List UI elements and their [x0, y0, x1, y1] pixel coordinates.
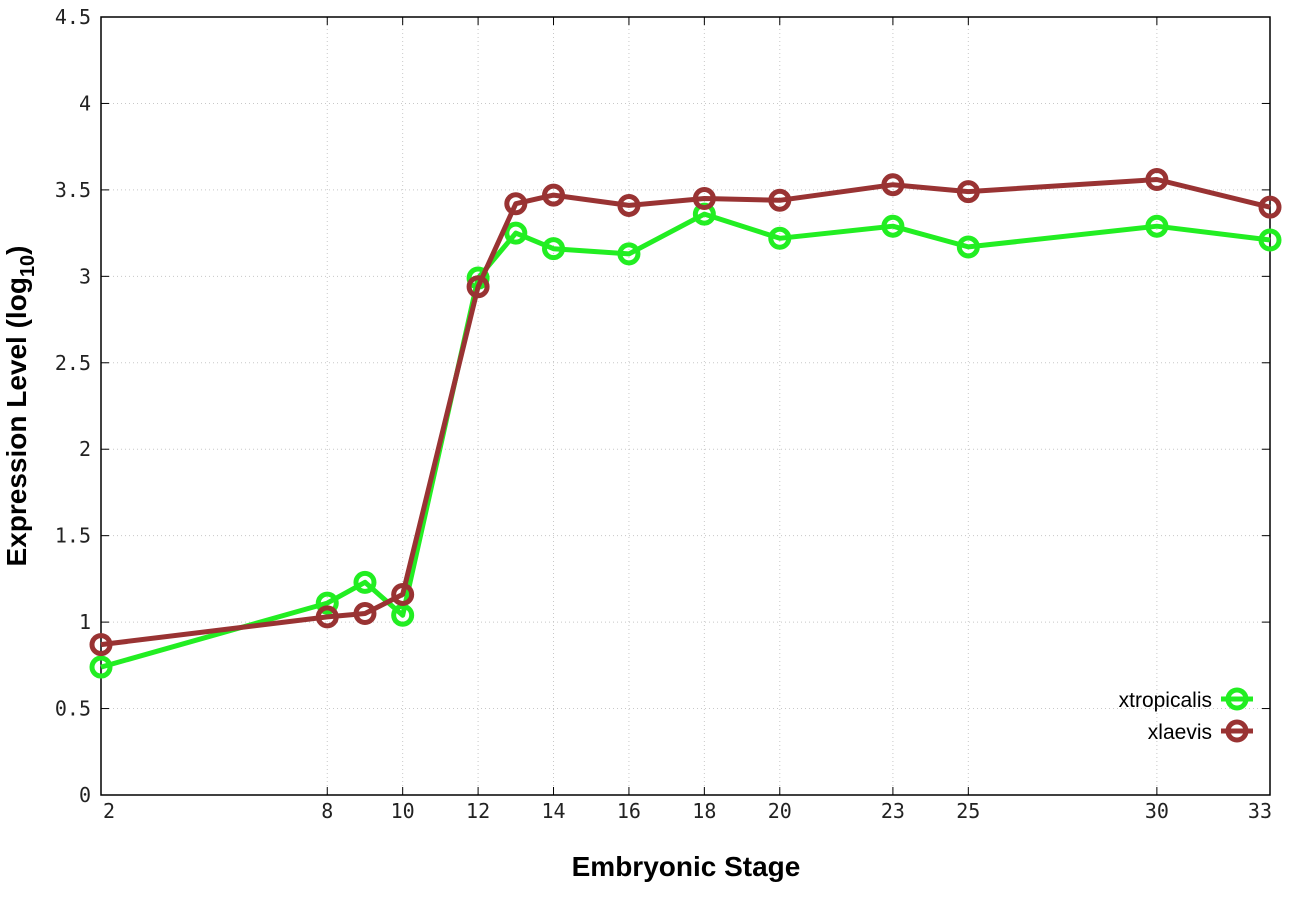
- data-point-xtropicalis: [881, 214, 905, 238]
- axis-ticks: 0 0.5 1 1.5 2 2.5 3 3.5 4 4.5 2 8 10 12 14 16 18 20 23 25 30…: [55, 5, 1272, 823]
- y-tick-label: 4: [79, 91, 91, 115]
- x-axis-title: Embryonic Stage: [572, 851, 801, 882]
- x-tick-label: 14: [541, 799, 565, 823]
- data-point-xtropicalis: [353, 570, 377, 594]
- data-point-xtropicalis: [391, 603, 415, 627]
- data-point-xtropicalis: [89, 655, 113, 679]
- data-point-xlaevis: [89, 633, 113, 657]
- legend-label-xtropicalis: xtropicalis: [1119, 689, 1212, 712]
- x-tick-label: 10: [391, 799, 415, 823]
- data-point-xtropicalis: [617, 242, 641, 266]
- data-point-xlaevis: [1258, 195, 1282, 219]
- data-point-xtropicalis: [1258, 228, 1282, 252]
- data-point-xlaevis: [617, 193, 641, 217]
- legend-swatch-marker-xtropicalis: [1225, 687, 1249, 711]
- y-tick-label: 0: [79, 783, 91, 807]
- x-tick-label: 12: [466, 799, 490, 823]
- y-axis-title-subscript: 10: [17, 255, 39, 277]
- data-point-xtropicalis: [1145, 214, 1169, 238]
- data-point-xlaevis: [1145, 168, 1169, 192]
- series-group: [89, 168, 1282, 679]
- data-point-xlaevis: [353, 601, 377, 625]
- y-tick-label: 0.5: [55, 697, 91, 721]
- y-axis-title: Expression Level (log10): [1, 246, 39, 567]
- x-tick-label: 30: [1145, 799, 1169, 823]
- data-point-xtropicalis: [504, 221, 528, 245]
- x-tick-label: 2: [103, 799, 115, 823]
- data-point-xlaevis: [542, 183, 566, 207]
- x-tick-label: 33: [1248, 799, 1272, 823]
- y-tick-label: 1: [79, 610, 91, 634]
- y-tick-label: 1.5: [55, 524, 91, 548]
- plot-background: [101, 17, 1270, 795]
- legend-swatch-marker-xlaevis: [1225, 719, 1249, 743]
- data-point-xlaevis: [504, 192, 528, 216]
- y-tick-label: 2: [79, 437, 91, 461]
- x-tick-label: 23: [881, 799, 905, 823]
- x-tick-label: 8: [321, 799, 333, 823]
- data-point-xtropicalis: [956, 235, 980, 259]
- data-point-xlaevis: [956, 180, 980, 204]
- legend: xtropicalis xlaevis: [1119, 687, 1253, 744]
- x-tick-label: 20: [768, 799, 792, 823]
- data-point-xlaevis: [881, 173, 905, 197]
- x-tick-label: 18: [692, 799, 716, 823]
- data-point-xlaevis: [315, 605, 339, 629]
- y-tick-label: 2.5: [55, 351, 91, 375]
- data-point-xlaevis: [692, 187, 716, 211]
- data-point-xtropicalis: [315, 591, 339, 615]
- data-point-xlaevis: [391, 582, 415, 606]
- grid-lines: [101, 17, 1270, 795]
- data-point-xlaevis: [768, 188, 792, 212]
- y-tick-label: 4.5: [55, 5, 91, 29]
- data-point-xlaevis: [466, 275, 490, 299]
- plot-border: [100, 16, 1271, 796]
- y-tick-label: 3: [79, 264, 91, 288]
- x-tick-label: 16: [617, 799, 641, 823]
- y-tick-label: 3.5: [55, 178, 91, 202]
- legend-label-xlaevis: xlaevis: [1148, 721, 1212, 744]
- data-point-xtropicalis: [768, 226, 792, 250]
- data-point-xtropicalis: [542, 237, 566, 261]
- x-tick-label: 25: [956, 799, 980, 823]
